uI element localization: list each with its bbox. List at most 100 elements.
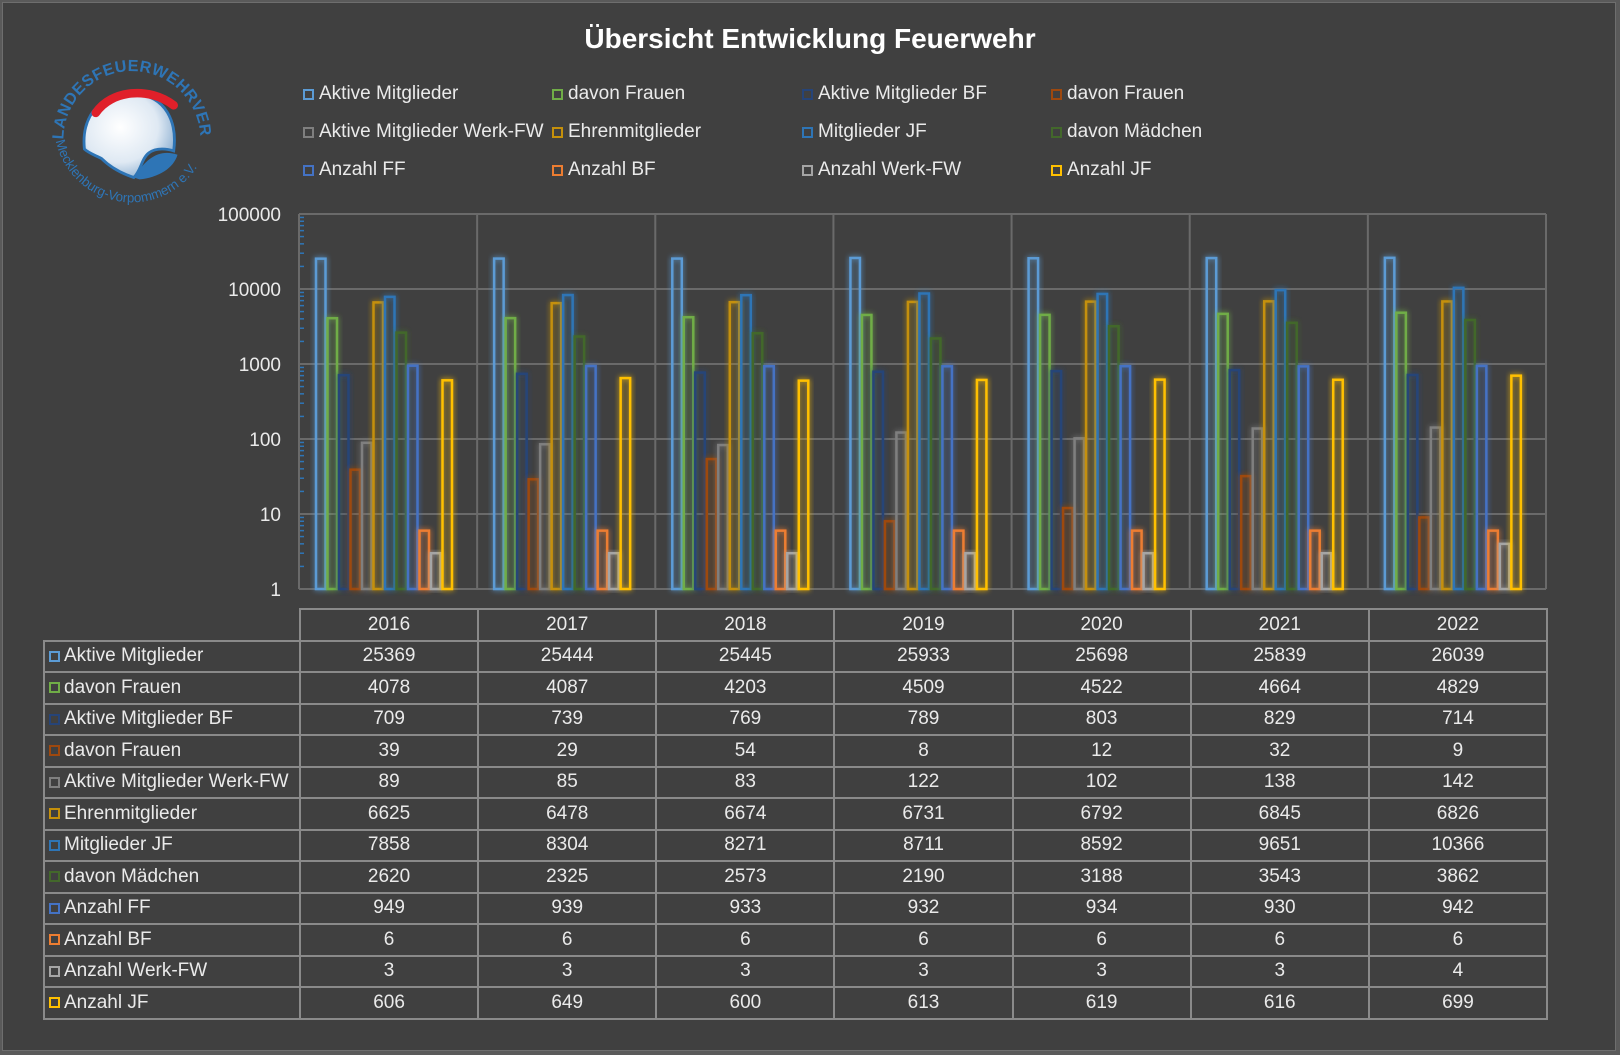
bar <box>1038 313 1051 591</box>
bar <box>1464 318 1477 591</box>
data-label: 83 <box>655 765 836 799</box>
data-label: 739 <box>477 702 658 736</box>
legend-label: Mitglieder JF <box>818 121 927 142</box>
data-label: 26039 <box>1367 639 1548 673</box>
bar <box>1383 256 1396 591</box>
data-label: 2620 <box>298 860 480 894</box>
legend-label: davon Frauen <box>1067 83 1185 104</box>
bar <box>705 457 718 591</box>
legend-swatch-icon <box>802 126 813 138</box>
data-label: 142 <box>1367 765 1548 799</box>
series-label: Mitglieder JF <box>64 834 173 856</box>
table-row-header: Aktive Mitglieder <box>43 639 301 673</box>
bar <box>740 293 753 591</box>
table-row: davon Mädchen 2620 2325 2573 2190 3188 3543 386… <box>43 860 1548 894</box>
legend-item: davon Frauen <box>1051 83 1184 105</box>
y-tick-label: 100000 <box>218 205 281 226</box>
data-label: 613 <box>833 986 1014 1020</box>
data-label: 606 <box>298 986 480 1020</box>
bar <box>1395 311 1408 591</box>
legend-item: Aktive Mitglieder <box>303 83 458 105</box>
bar <box>1050 369 1063 591</box>
data-label: 54 <box>655 734 836 768</box>
data-label: 699 <box>1367 986 1548 1020</box>
bar <box>1107 324 1120 591</box>
bar <box>360 441 373 591</box>
category-label: 2022 <box>1367 608 1548 642</box>
data-label: 4 <box>1367 954 1548 988</box>
bar <box>326 316 339 591</box>
bar <box>1027 257 1040 591</box>
legend-item: Anzahl JF <box>1051 159 1151 181</box>
data-label: 39 <box>298 734 480 768</box>
table-row: Anzahl Werk-FW 3 3 3 3 3 3 4 <box>43 954 1548 988</box>
table-row: davon Frauen 39 29 54 8 12 32 9 <box>43 734 1548 768</box>
bar <box>607 551 620 591</box>
bar <box>527 478 540 591</box>
data-label: 933 <box>655 891 836 925</box>
bar <box>1320 551 1333 591</box>
data-label: 8304 <box>477 828 658 862</box>
series-label: Anzahl JF <box>64 991 149 1013</box>
bar <box>941 365 954 591</box>
legend-label: Anzahl Werk-FW <box>818 159 962 180</box>
category-label: 2016 <box>298 608 480 642</box>
data-label: 6792 <box>1011 797 1192 831</box>
bar <box>1285 321 1298 591</box>
series-label: davon Frauen <box>64 676 182 698</box>
legend-swatch-icon <box>49 808 60 820</box>
table-row-header: Anzahl JF <box>43 986 301 1020</box>
legend-swatch-icon <box>49 713 60 725</box>
bar <box>964 551 977 591</box>
legend-swatch-icon <box>49 871 60 883</box>
bar <box>952 529 965 591</box>
bar <box>1441 300 1454 591</box>
data-table: 2016 2017 2018 2019 2020 2021 2022 Aktive Mitgl… <box>43 608 1548 1020</box>
data-label: 619 <box>1011 986 1192 1020</box>
table-row-header: Anzahl FF <box>43 891 301 925</box>
legend-item: Aktive Mitglieder Werk-FW <box>303 121 544 143</box>
legend-item: Anzahl Werk-FW <box>802 159 961 181</box>
bar <box>1262 300 1275 591</box>
bar <box>1119 364 1132 591</box>
legend-swatch-icon <box>49 682 60 694</box>
series-label: davon Frauen <box>64 739 182 761</box>
bar <box>849 256 862 591</box>
legend-swatch-icon <box>49 934 60 946</box>
data-label: 4078 <box>298 671 480 705</box>
category-label: 2017 <box>477 608 658 642</box>
bar <box>1130 529 1143 591</box>
bar <box>1297 365 1310 591</box>
data-label: 3 <box>1189 954 1370 988</box>
table-row-header: Aktive Mitglieder Werk-FW <box>43 765 301 799</box>
data-label: 930 <box>1189 891 1370 925</box>
series-label: Aktive Mitglieder Werk-FW <box>64 771 289 793</box>
data-label: 3 <box>655 954 836 988</box>
data-label: 8592 <box>1011 828 1192 862</box>
data-label: 616 <box>1189 986 1370 1020</box>
data-label: 122 <box>833 765 1014 799</box>
bar <box>929 337 942 591</box>
data-label: 3 <box>477 954 658 988</box>
table-row-header: davon Frauen <box>43 671 301 705</box>
series-label: Aktive Mitglieder <box>64 645 204 667</box>
bar <box>596 529 609 591</box>
y-tick-label: 100 <box>249 430 281 451</box>
legend-item: Anzahl BF <box>552 159 656 181</box>
data-label: 949 <box>298 891 480 925</box>
data-label: 769 <box>655 702 836 736</box>
data-label: 6826 <box>1367 797 1548 831</box>
y-tick-label: 1000 <box>239 355 281 376</box>
data-label: 939 <box>477 891 658 925</box>
legend-swatch-icon <box>303 126 314 138</box>
legend-swatch-icon <box>1051 88 1062 100</box>
category-label: 2020 <box>1011 608 1192 642</box>
bar <box>1406 373 1419 591</box>
category-label: 2018 <box>655 608 836 642</box>
data-label: 12 <box>1011 734 1192 768</box>
bar <box>314 257 327 591</box>
series-label: Ehrenmitglieder <box>64 802 198 824</box>
data-label: 85 <box>477 765 658 799</box>
series-label: Anzahl BF <box>64 928 152 950</box>
